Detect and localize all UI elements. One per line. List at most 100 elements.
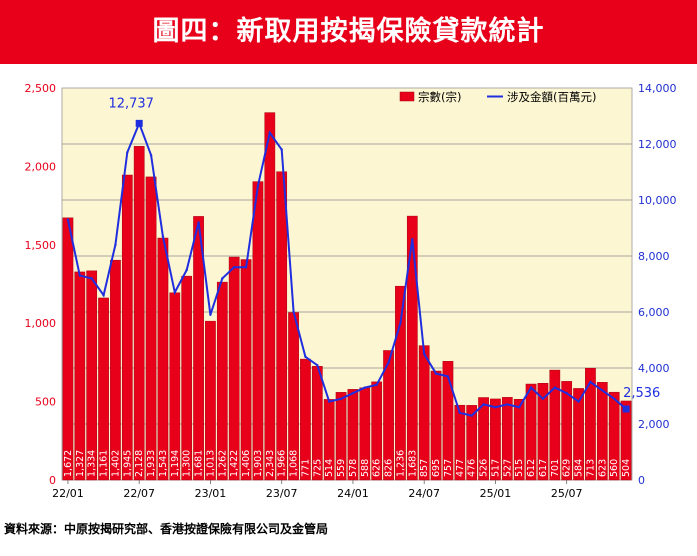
bar-count	[513, 398, 525, 481]
amount-point	[221, 277, 224, 280]
bar-value-label: 1,262	[217, 450, 228, 477]
amount-point	[304, 355, 307, 358]
amount-line	[66, 120, 627, 417]
legend-label-count: 宗數(宗)	[418, 90, 461, 104]
bar-value-label: 584	[574, 459, 585, 477]
amount-point	[173, 291, 177, 294]
bar-count	[228, 256, 240, 481]
amount-point	[126, 151, 129, 154]
bar-value-label: 1,945	[122, 450, 133, 477]
amount-point	[78, 274, 82, 277]
amount-point	[66, 218, 70, 221]
bar-count	[110, 259, 121, 481]
amount-point	[387, 361, 390, 364]
annotation-marker	[135, 119, 143, 127]
bar-value-label: 1,300	[182, 450, 193, 477]
bar-value-label: 626	[372, 459, 383, 477]
bar-count	[466, 405, 478, 481]
bar-count	[501, 397, 513, 481]
bar-value-label: 588	[360, 459, 371, 477]
bar-value-label: 1,013	[205, 450, 216, 477]
annotation-label: 2,536	[623, 386, 660, 401]
bar-value-label: 725	[312, 459, 323, 477]
bar-count	[585, 367, 596, 481]
bar-count	[98, 297, 109, 481]
amount-point	[363, 386, 367, 389]
y-right-tick-label: 2,000	[638, 418, 670, 431]
y-left-tick-label: 1,500	[25, 239, 57, 252]
bar-count	[252, 181, 264, 481]
y-right-tick-label: 12,000	[638, 138, 677, 151]
amount-point	[292, 310, 295, 314]
amount-point	[612, 397, 616, 400]
amount-point	[280, 148, 283, 151]
source-note: 資料來源：中原按揭研究部、香港按證保險有限公司及金管局	[4, 522, 329, 536]
amount-point	[601, 389, 604, 392]
y-left-tick-label: 1,000	[25, 317, 57, 330]
amount-point	[482, 403, 485, 406]
bar-value-label: 1,402	[110, 450, 121, 477]
bar-value-label: 701	[550, 459, 561, 477]
bar-value-label: 1,681	[194, 450, 205, 477]
bar-count	[276, 171, 288, 481]
amount-point	[232, 266, 236, 269]
bar-value-label: 517	[490, 459, 501, 477]
bar-value-label: 2,343	[265, 450, 276, 477]
bar-value-label: 578	[348, 459, 359, 477]
bar-value-label: 1,672	[63, 450, 74, 477]
y-right-tick-label: 0	[638, 474, 645, 487]
bar-value-label: 526	[479, 459, 490, 477]
bar-count	[573, 388, 584, 481]
bar-value-label: 504	[621, 459, 632, 477]
amount-point	[565, 392, 568, 395]
bar-count	[86, 270, 98, 481]
bar-value-label: 477	[455, 459, 466, 477]
amount-point	[327, 400, 331, 403]
y-left-tick-label: 0	[49, 474, 56, 487]
bar-count	[371, 381, 383, 481]
bar-count	[608, 391, 620, 481]
bar-value-label: 695	[431, 459, 442, 477]
bar-value-label: 623	[597, 459, 608, 477]
amount-point	[375, 383, 378, 386]
amount-point	[149, 154, 153, 157]
bar-value-label: 771	[300, 459, 311, 477]
bar-count	[74, 271, 86, 481]
amount-point	[577, 400, 580, 403]
bar-value-label: 1,683	[407, 450, 418, 477]
bar-count	[62, 217, 74, 481]
bar-count	[430, 370, 442, 481]
legend-label-amount: 涉及金額(百萬元)	[507, 90, 596, 104]
amount-point	[411, 238, 414, 241]
y-right-tick-label: 10,000	[638, 194, 677, 207]
amount-point	[102, 294, 105, 297]
bar-value-label: 527	[502, 459, 513, 477]
amount-point	[529, 386, 533, 389]
bar-value-label: 1,068	[289, 450, 300, 477]
amount-point	[256, 184, 260, 188]
bar-value-label: 476	[467, 459, 478, 477]
amount-point	[589, 380, 592, 384]
bar-count	[145, 176, 157, 481]
bar-value-label: 629	[562, 459, 573, 477]
bar-value-label: 1,194	[170, 450, 181, 477]
bar-count	[121, 174, 133, 481]
amount-point	[114, 243, 117, 246]
amount-point	[244, 266, 248, 269]
amount-point	[422, 352, 426, 356]
bar-count	[240, 259, 252, 481]
bar-value-label: 560	[609, 459, 620, 477]
bar-count	[335, 392, 347, 481]
amount-point	[185, 268, 188, 272]
chart-title: 圖四：新取用按揭保險貸款統計	[152, 16, 545, 47]
bar-value-label: 1,406	[241, 450, 252, 477]
y-left-tick-label: 2,500	[25, 82, 57, 95]
bar-value-label: 515	[514, 459, 525, 477]
bar-count	[181, 275, 193, 481]
amount-point	[351, 392, 355, 395]
amount-point	[506, 403, 509, 406]
y-right-tick-label: 14,000	[638, 82, 677, 95]
bar-value-label: 713	[585, 459, 596, 477]
bar-value-label: 1,327	[75, 450, 86, 477]
bar-value-label: 1,543	[158, 450, 169, 477]
